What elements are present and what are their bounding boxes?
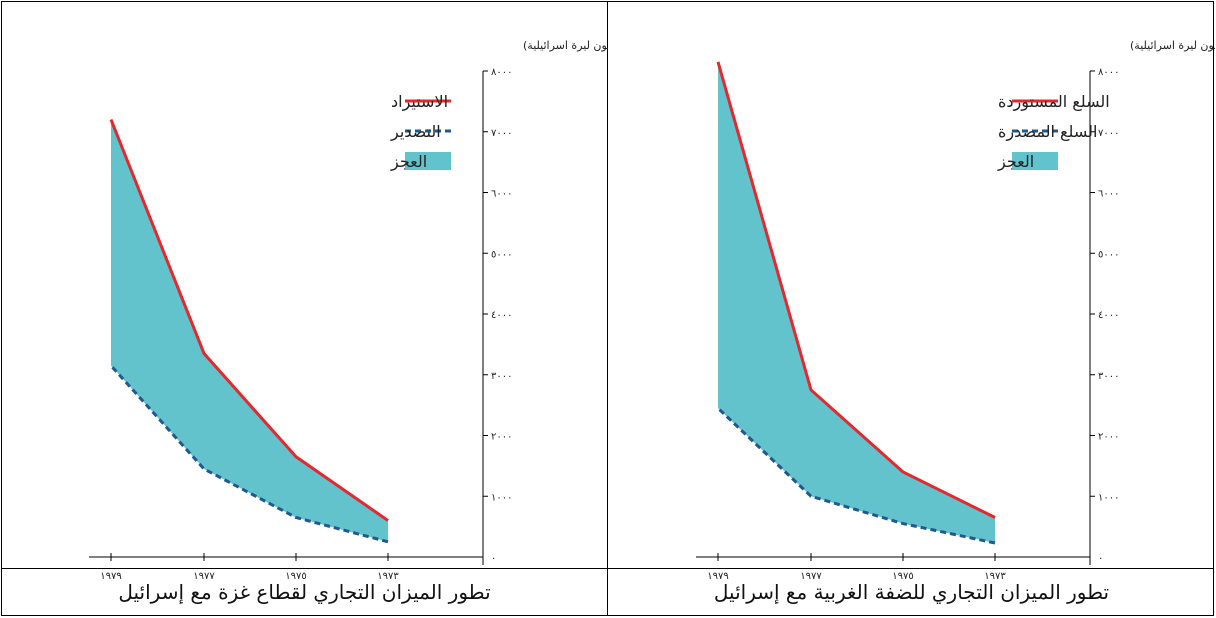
y-tick-label: ٦٠٠٠	[491, 189, 512, 200]
y-tick-label: ٠	[1098, 553, 1103, 564]
y-tick-label: ٣٠٠٠	[1098, 371, 1119, 382]
series-line-imports	[716, 61, 996, 519]
y-tick-label: ٥٠٠٠	[1098, 249, 1119, 260]
chart-gaza: (مليون ليرة اسرائيلية) ٠ ١٠٠٠ ٢٠٠٠ ٣٠٠٠ ٤٠٠٠ ٥…	[89, 39, 608, 582]
deficit-area	[718, 61, 995, 544]
y-tick-label: ١٠٠٠	[1098, 492, 1119, 503]
deficit-area	[111, 119, 388, 542]
caption-gaza: تطور الميزان التجاري لقطاع غزة مع إسرائي…	[118, 580, 491, 604]
legend-label-exports: السلع المصدرة	[998, 122, 1097, 142]
caption-divider	[1, 568, 1214, 569]
y-tick-label: ١٠٠٠	[491, 492, 512, 503]
y-tick-label: ٣٠٠٠	[491, 371, 512, 382]
x-tick-label: ١٩٧٩	[707, 571, 728, 582]
caption-west-bank: تطور الميزان التجاري للضفة الغربية مع إس…	[713, 580, 1110, 604]
x-tick-label: ١٩٧٣	[984, 571, 1006, 582]
legend-label-imports: السلع المستوردة	[998, 92, 1110, 112]
y-tick-label: ٤٠٠٠	[1098, 310, 1119, 321]
y-unit-label: (مليون ليرة اسرائيلية)	[523, 39, 608, 52]
y-tick-label: ٨٠٠٠	[1098, 67, 1119, 78]
y-tick-label: ٥٠٠٠	[491, 249, 512, 260]
y-tick-label: ٧٠٠٠	[1098, 128, 1119, 139]
legend-label-deficit: العجز	[390, 152, 427, 172]
legend-label-exports: التصدير	[390, 122, 441, 142]
legend-label-deficit: العجز	[997, 152, 1034, 172]
y-tick-label: ٢٠٠٠	[491, 432, 512, 443]
y-tick-label: ٢٠٠٠	[1098, 432, 1119, 443]
y-unit-label: (مليون ليرة اسرائيلية)	[1130, 39, 1215, 52]
y-tick-label: ٠	[491, 553, 496, 564]
legend-label-imports: الاستيراد	[391, 92, 448, 112]
y-tick-label: ٧٠٠٠	[491, 128, 512, 139]
legend: الاستيراد التصدير العجز	[390, 92, 451, 172]
x-tick-label: ١٩٧٥	[892, 571, 913, 582]
series-line-imports	[109, 119, 389, 522]
x-tick-label: ١٩٧٧	[193, 571, 215, 582]
x-tick-label: ١٩٧٣	[377, 571, 399, 582]
legend: السلع المستوردة السلع المصدرة العجز	[997, 92, 1110, 172]
chart-west-bank: (مليون ليرة اسرائيلية) ٠ ١٠٠٠ ٢٠٠٠ ٣٠٠٠ ٤٠٠٠ ٥…	[696, 39, 1215, 582]
legend-swatch-deficit	[1012, 152, 1058, 170]
y-tick-label: ٤٠٠٠	[491, 310, 512, 321]
legend-swatch-deficit	[405, 152, 451, 170]
x-tick-label: ١٩٧٩	[100, 571, 121, 582]
x-tick-label: ١٩٧٥	[285, 571, 306, 582]
y-tick-label: ٦٠٠٠	[1098, 189, 1119, 200]
x-tick-label: ١٩٧٧	[800, 571, 822, 582]
series-line-exports	[716, 407, 996, 545]
y-tick-label: ٨٠٠٠	[491, 67, 512, 78]
panel-divider	[607, 1, 608, 616]
